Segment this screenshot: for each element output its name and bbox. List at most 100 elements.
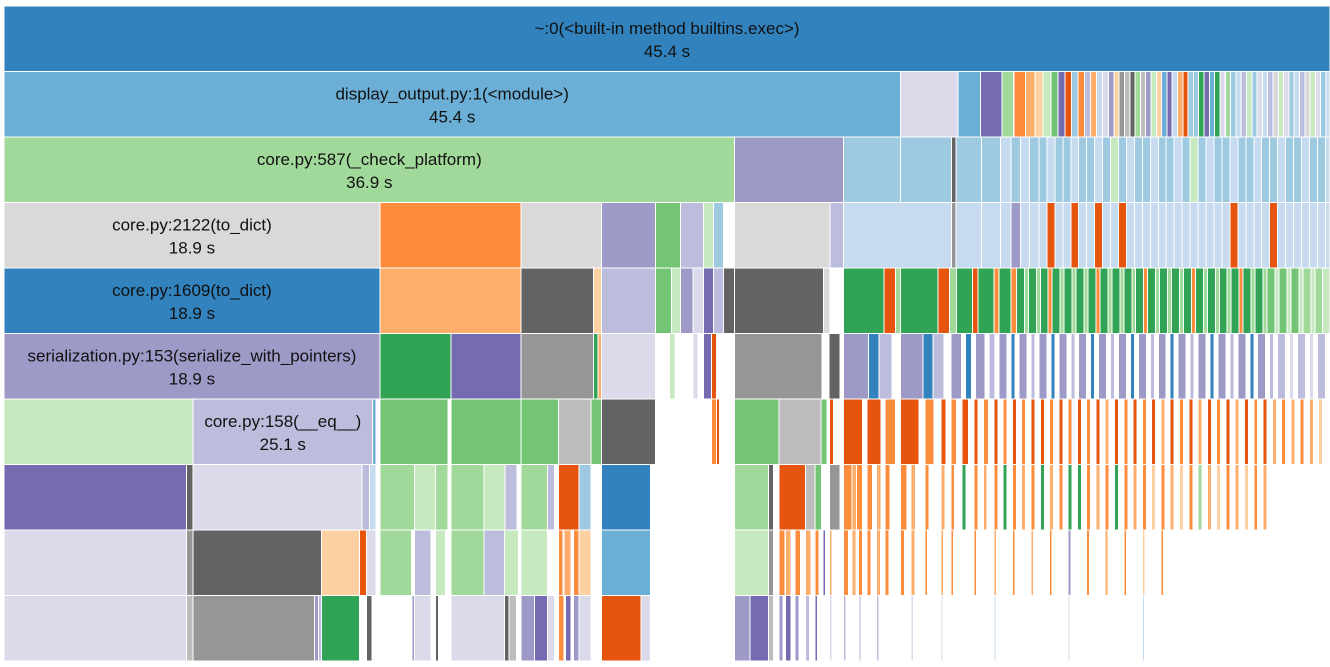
icicle-cell[interactable] [520, 595, 535, 662]
icicle-cell-labeled[interactable] [192, 398, 374, 465]
icicle-cell[interactable] [1070, 71, 1079, 138]
icicle-cell[interactable] [1030, 529, 1035, 596]
icicle-cell[interactable] [1010, 202, 1021, 269]
icicle-cell[interactable] [1025, 71, 1036, 138]
icicle-cell[interactable] [379, 398, 449, 465]
icicle-cell[interactable] [1206, 267, 1216, 334]
icicle-cell[interactable] [1179, 464, 1184, 531]
icicle-cell[interactable] [842, 529, 850, 596]
icicle-cell[interactable] [940, 529, 944, 596]
icicle-cell[interactable] [1267, 71, 1274, 138]
icicle-cell[interactable] [702, 267, 714, 334]
icicle-cell[interactable] [998, 333, 1008, 400]
icicle-cell[interactable] [899, 71, 959, 138]
icicle-cell[interactable] [1213, 202, 1223, 269]
icicle-cell[interactable] [450, 398, 522, 465]
icicle-cell[interactable] [702, 333, 712, 400]
icicle-cell[interactable] [1290, 267, 1300, 334]
icicle-cell[interactable] [1155, 71, 1163, 138]
icicle-cell[interactable] [1075, 267, 1085, 334]
icicle-cell[interactable] [1179, 267, 1184, 334]
icicle-cell[interactable] [565, 595, 572, 662]
icicle-cell[interactable] [973, 464, 979, 531]
icicle-cell[interactable] [1046, 202, 1056, 269]
icicle-cell[interactable] [1189, 202, 1199, 269]
icicle-cell[interactable] [520, 398, 559, 465]
icicle-cell[interactable] [876, 529, 881, 596]
icicle-cell[interactable] [1238, 267, 1244, 334]
icicle-cell[interactable] [592, 267, 602, 334]
icicle-cell[interactable] [973, 529, 978, 596]
icicle-cell[interactable] [1021, 464, 1027, 531]
icicle-cell[interactable] [878, 333, 893, 400]
icicle-cell[interactable] [1076, 398, 1082, 465]
icicle-cell[interactable] [1054, 136, 1064, 203]
icicle-cell[interactable] [1214, 71, 1221, 138]
icicle-cell[interactable] [866, 398, 882, 465]
icicle-cell[interactable] [640, 595, 651, 662]
icicle-cell[interactable] [1299, 398, 1305, 465]
icicle-cell[interactable] [829, 267, 844, 334]
icicle-cell[interactable] [1206, 464, 1212, 531]
icicle-cell[interactable] [1274, 267, 1280, 334]
icicle-cell[interactable] [940, 464, 946, 531]
icicle-cell[interactable] [805, 595, 811, 662]
icicle-cell[interactable] [1316, 136, 1326, 203]
icicle-cell[interactable] [922, 333, 934, 400]
icicle-cell[interactable] [1047, 267, 1053, 334]
icicle-cell[interactable] [814, 595, 818, 662]
icicle-cell[interactable] [361, 464, 370, 531]
icicle-cell[interactable] [1090, 333, 1096, 400]
icicle-cell[interactable] [822, 529, 826, 596]
icicle-cell[interactable] [1114, 464, 1120, 531]
icicle-cell[interactable] [710, 398, 718, 465]
icicle-cell[interactable] [829, 202, 844, 269]
icicle-cell[interactable] [851, 529, 857, 596]
icicle-cell[interactable] [778, 398, 822, 465]
icicle-cell[interactable] [1298, 267, 1304, 334]
icicle-cell[interactable] [1320, 71, 1327, 138]
icicle-cell[interactable] [1192, 71, 1200, 138]
icicle-cell[interactable] [483, 529, 506, 596]
icicle-cell[interactable] [1251, 71, 1258, 138]
icicle-cell[interactable] [1243, 464, 1249, 531]
icicle-cell[interactable] [1123, 71, 1131, 138]
icicle-cell[interactable] [956, 267, 974, 334]
icicle-cell[interactable] [1169, 398, 1175, 465]
icicle-cell[interactable] [1099, 267, 1109, 334]
icicle-cell[interactable] [1078, 202, 1088, 269]
icicle-cell[interactable] [1322, 267, 1330, 334]
icicle-cell[interactable] [1218, 267, 1228, 334]
icicle-cell[interactable] [1151, 464, 1157, 531]
icicle-cell[interactable] [1324, 202, 1330, 269]
icicle-cell[interactable] [883, 267, 897, 334]
icicle-cell-labeled[interactable] [3, 5, 1330, 72]
icicle-cell[interactable] [1171, 267, 1181, 334]
icicle-cell[interactable] [1107, 267, 1113, 334]
icicle-cell[interactable] [1086, 464, 1092, 531]
icicle-cell[interactable] [1208, 71, 1216, 138]
icicle-cell[interactable] [1086, 398, 1092, 465]
icicle-cell[interactable] [450, 595, 506, 662]
icicle-cell[interactable] [1096, 71, 1104, 138]
icicle-cell[interactable] [450, 529, 485, 596]
icicle-cell[interactable] [999, 202, 1012, 269]
icicle-cell[interactable] [1010, 136, 1021, 203]
icicle-cell[interactable] [1271, 398, 1277, 465]
icicle-cell[interactable] [1125, 202, 1135, 269]
icicle-cell[interactable] [980, 136, 1001, 203]
icicle-cell[interactable] [1001, 71, 1015, 138]
icicle-cell[interactable] [1205, 202, 1215, 269]
icicle-cell[interactable] [1108, 71, 1115, 138]
icicle-cell[interactable] [1049, 529, 1053, 596]
icicle-cell[interactable] [950, 136, 957, 203]
icicle-cell[interactable] [1029, 202, 1040, 269]
icicle-cell[interactable] [842, 267, 885, 334]
icicle-cell[interactable] [1197, 464, 1203, 531]
icicle-cell[interactable] [1229, 136, 1239, 203]
icicle-cell[interactable] [1090, 71, 1098, 138]
icicle-cell[interactable] [1086, 136, 1096, 203]
icicle-cell[interactable] [1067, 529, 1072, 596]
icicle-cell[interactable] [1308, 202, 1318, 269]
icicle-cell[interactable] [1237, 202, 1247, 269]
